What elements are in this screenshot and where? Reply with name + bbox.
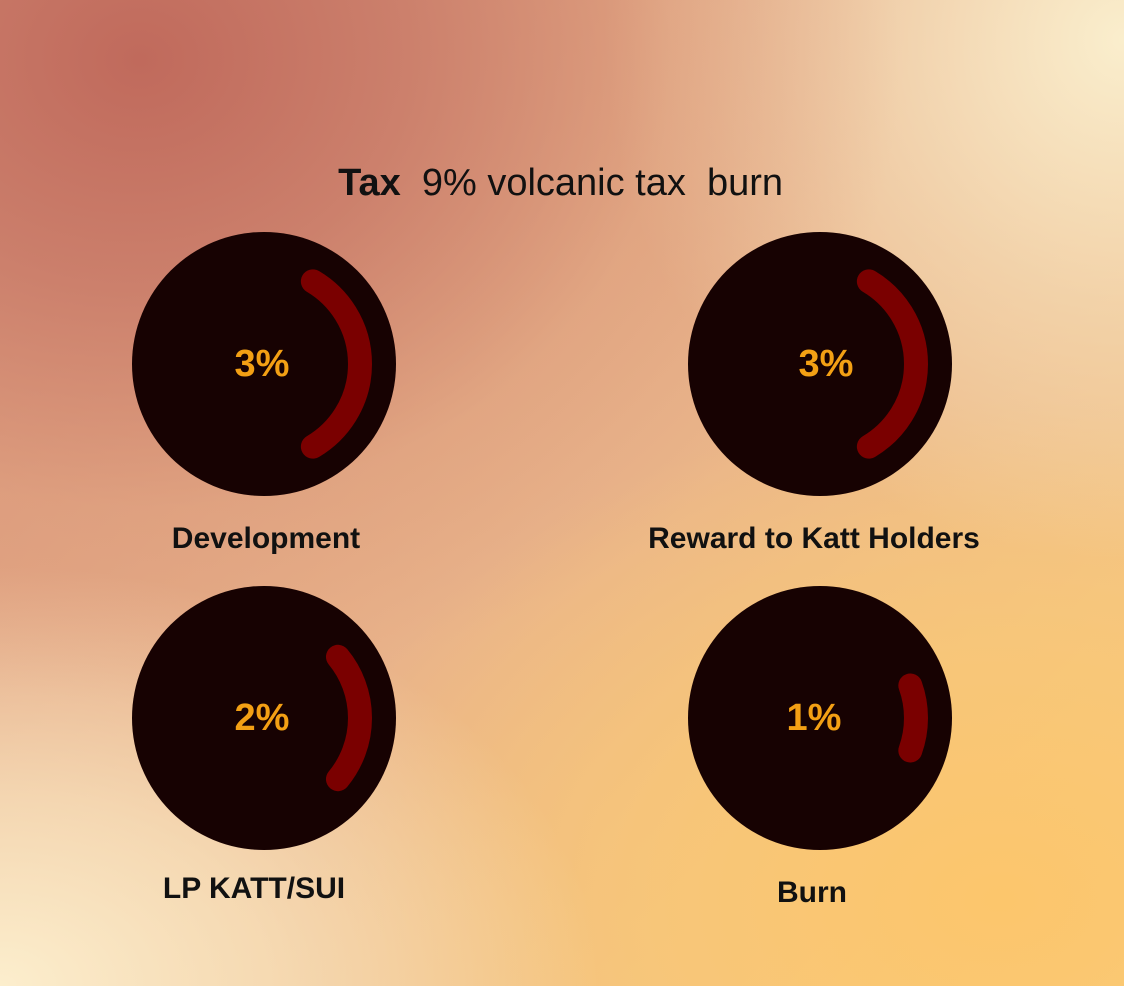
- development-label: Development: [171, 522, 361, 555]
- reward-percent: 3%: [798, 343, 854, 385]
- burn-percent: 1%: [786, 697, 842, 739]
- reward-label: Reward to Katt Holders: [648, 522, 980, 555]
- dial-background: [688, 586, 952, 850]
- reward-dial: 3%: [688, 232, 952, 496]
- tax-title: Tax: [338, 162, 401, 204]
- burn-arc: [898, 673, 928, 763]
- development-arc: [300, 269, 372, 459]
- burn-label: Burn: [777, 876, 847, 909]
- burn-dial-graphic: [688, 586, 952, 850]
- lp-percent: 2%: [234, 697, 290, 739]
- lp-arc: [325, 644, 372, 792]
- tax-subtitle: 9% volcanic tax burn: [421, 162, 784, 204]
- burn-dial: 1%: [688, 586, 952, 850]
- lp-label: LP KATT/SUI: [162, 872, 346, 905]
- development-dial-graphic: [132, 232, 396, 496]
- development-percent: 3%: [234, 343, 290, 385]
- tax-headline: Tax 9% volcanic tax burn: [0, 108, 1100, 208]
- reward-dial-graphic: [688, 232, 952, 496]
- lp-dial: 2%: [132, 586, 396, 850]
- development-dial: 3%: [132, 232, 396, 496]
- reward-arc: [856, 269, 928, 459]
- lp-dial-graphic: [132, 586, 396, 850]
